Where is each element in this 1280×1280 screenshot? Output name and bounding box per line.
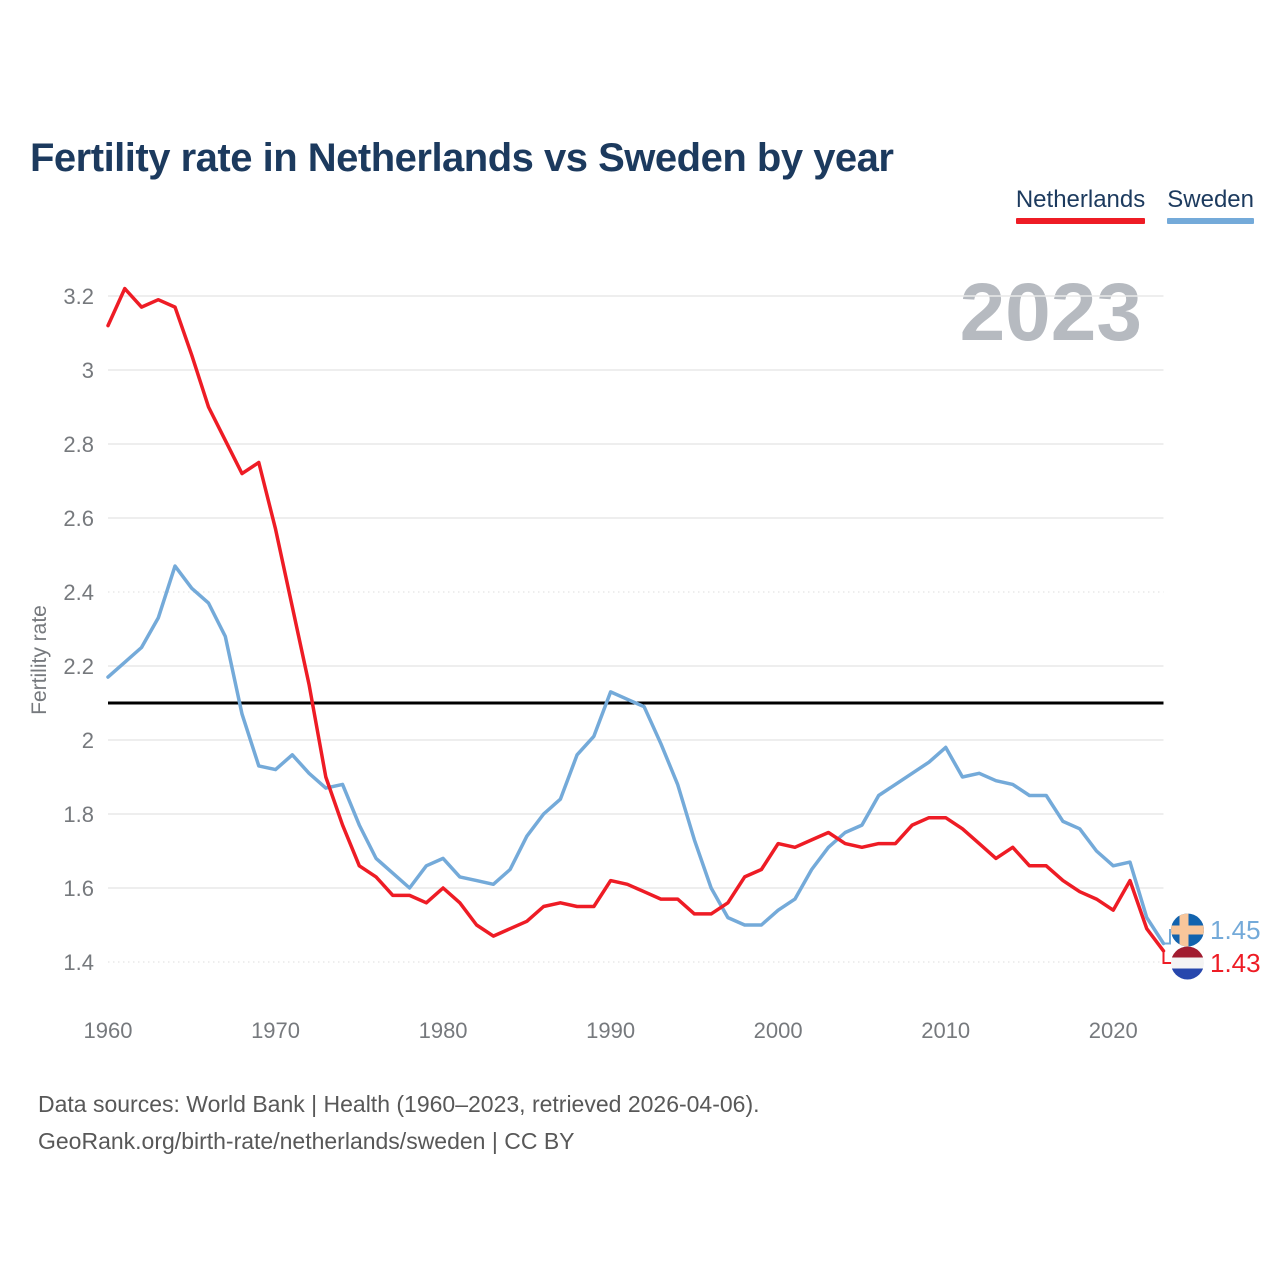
- footer-attribution: GeoRank.org/birth-rate/netherlands/swede…: [38, 1128, 575, 1154]
- x-tick-label-2010: 2010: [921, 1018, 970, 1043]
- footer-sources: Data sources: World Bank | Health (1960–…: [38, 1091, 760, 1117]
- netherlands-flag-icon: [1171, 946, 1204, 980]
- x-tick-label-1980: 1980: [419, 1018, 468, 1043]
- x-tick-label-1990: 1990: [586, 1018, 635, 1043]
- netherlands-connector: [1162, 950, 1172, 964]
- legend-underline-sweden: [1167, 218, 1254, 224]
- fertility-line-chart: 3.2 3 2.8 2.6 2.4 2.2 2 1.8 1.6 1.4 1960 1970 1980 19…: [28, 284, 1261, 1043]
- year-watermark: 2023: [959, 267, 1142, 358]
- legend-label-sweden: Sweden: [1167, 186, 1254, 213]
- y-tick-label-2: 2: [82, 728, 94, 753]
- legend-label-netherlands: Netherlands: [1015, 186, 1146, 213]
- y-tick-label-1.6: 1.6: [63, 876, 94, 901]
- y-tick-label-3.2: 3.2: [63, 284, 94, 309]
- sweden-connector: [1163, 929, 1172, 945]
- y-tick-label-3: 3: [82, 358, 94, 383]
- y-tick-label-1.4: 1.4: [63, 950, 94, 975]
- y-tick-label-1.8: 1.8: [63, 802, 94, 827]
- x-tick-label-2020: 2020: [1089, 1018, 1138, 1043]
- sweden-line: [106, 564, 1166, 946]
- netherlands-end-value: 1.43: [1210, 948, 1261, 978]
- legend-underline-netherlands: [1015, 218, 1146, 224]
- y-axis-title: Fertility rate: [28, 605, 51, 715]
- chart-title: Fertility rate in Netherlands vs Sweden …: [30, 135, 894, 180]
- y-tick-label-2.6: 2.6: [63, 506, 94, 531]
- sweden-end-value: 1.45: [1210, 915, 1261, 945]
- sweden-flag-icon: [1171, 913, 1204, 947]
- netherlands-line: [106, 286, 1166, 953]
- legend-item-netherlands[interactable]: Netherlands: [1015, 186, 1146, 224]
- x-tick-label-1970: 1970: [251, 1018, 300, 1043]
- x-tick-label-2000: 2000: [754, 1018, 803, 1043]
- legend-item-sweden[interactable]: Sweden: [1167, 186, 1254, 224]
- legend: Netherlands Sweden: [1015, 186, 1254, 224]
- y-tick-label-2.8: 2.8: [63, 432, 94, 457]
- footer: Data sources: World Bank | Health (1960–…: [38, 1086, 760, 1160]
- y-tick-label-2.2: 2.2: [63, 654, 94, 679]
- x-tick-label-1960: 1960: [84, 1018, 133, 1043]
- y-tick-label-2.4: 2.4: [63, 580, 94, 605]
